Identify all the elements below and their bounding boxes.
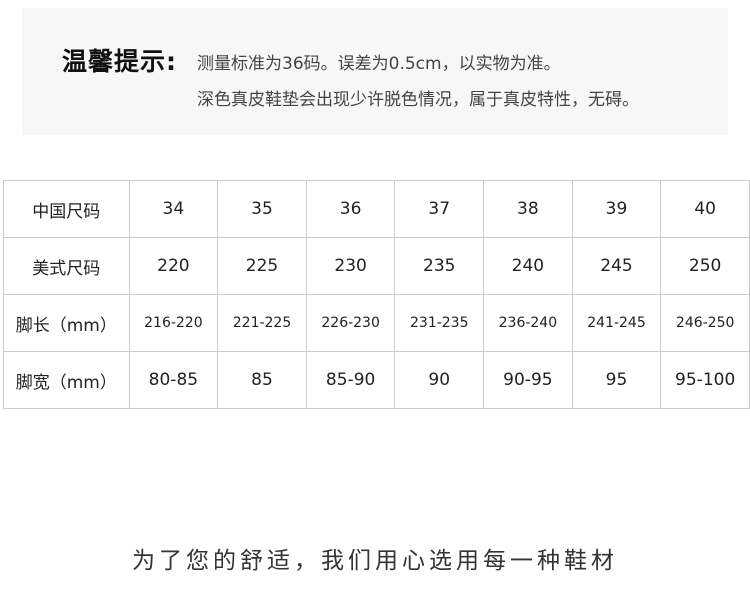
table-cell: 80-85	[128, 351, 219, 409]
notice-line-1: 测量标准为36码。误差为0.5cm，以实物为准。	[197, 54, 561, 74]
table-row: 美式尺码 220 225 230 235 240 245 250	[3, 237, 750, 295]
table-cell: 40	[660, 180, 750, 238]
table-cell: 38	[483, 180, 573, 238]
table-cell: 95	[571, 351, 662, 409]
table-cell: 35	[217, 180, 307, 238]
table-cell: 95-100	[660, 351, 750, 409]
table-row: 脚长（mm） 216-220 221-225 226-230 231-235 236-24…	[3, 294, 750, 352]
table-cell: 39	[571, 180, 662, 238]
table-row: 中国尺码 34 35 36 37 38 39 40	[3, 180, 750, 238]
table-cell: 220	[128, 237, 219, 295]
row-label: 美式尺码	[3, 237, 130, 295]
row-label: 脚长（mm）	[3, 294, 130, 352]
table-row: 脚宽（mm） 80-85 85 85-90 90 90-95 95 95-100	[3, 351, 750, 409]
notice-box: 温馨提示: 测量标准为36码。误差为0.5cm，以实物为准。 深色真皮鞋垫会出现…	[22, 8, 728, 135]
table-cell: 231-235	[394, 294, 485, 352]
size-table: 中国尺码 34 35 36 37 38 39 40 美式尺码 220 225 230 235 240 245…	[3, 180, 750, 409]
table-cell: 241-245	[571, 294, 662, 352]
footer-slogan: 为了您的舒适，我们用心选用每一种鞋材	[132, 548, 618, 574]
table-cell: 225	[217, 237, 307, 295]
table-cell: 250	[660, 237, 750, 295]
notice-line-2: 深色真皮鞋垫会出现少许脱色情况，属于真皮特性，无碍。	[197, 90, 639, 110]
table-cell: 226-230	[305, 294, 396, 352]
table-cell: 90	[394, 351, 485, 409]
row-label: 中国尺码	[3, 180, 130, 238]
table-cell: 37	[394, 180, 485, 238]
row-label: 脚宽（mm）	[3, 351, 130, 409]
table-cell: 246-250	[660, 294, 750, 352]
table-cell: 85-90	[305, 351, 396, 409]
notice-title: 温馨提示:	[62, 47, 177, 76]
table-cell: 230	[305, 237, 396, 295]
table-cell: 36	[305, 180, 396, 238]
table-cell: 235	[394, 237, 485, 295]
table-cell: 216-220	[128, 294, 219, 352]
table-cell: 240	[483, 237, 573, 295]
table-cell: 90-95	[483, 351, 573, 409]
table-cell: 85	[217, 351, 307, 409]
table-cell: 221-225	[217, 294, 307, 352]
table-cell: 245	[571, 237, 662, 295]
table-cell: 236-240	[483, 294, 573, 352]
table-cell: 34	[128, 180, 219, 238]
